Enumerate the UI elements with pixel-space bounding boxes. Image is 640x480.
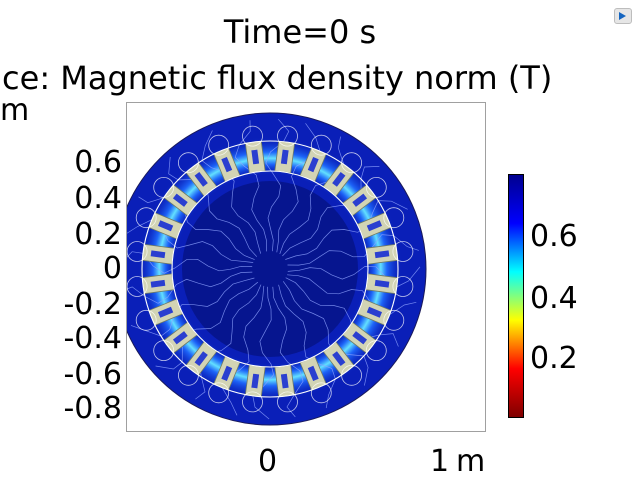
y-tick-label: 0.2	[74, 217, 122, 252]
flux-loop	[310, 134, 332, 156]
x-axis-unit: m	[456, 444, 486, 479]
stator-inner-outline	[141, 140, 399, 398]
y-tick-label: 0.6	[74, 145, 122, 180]
plot-area[interactable]	[126, 102, 486, 432]
flux-loop	[242, 391, 263, 413]
colorbar-tick-label: 0.6	[530, 219, 578, 254]
flux-loop	[127, 241, 148, 262]
flux-loop	[208, 382, 230, 404]
y-tick-label: 0.4	[74, 181, 122, 216]
flux-loop	[383, 309, 405, 331]
flux-loop	[310, 382, 332, 404]
colorbar	[508, 174, 524, 418]
comsol-play-icon[interactable]	[614, 8, 632, 24]
x-tick-label: 0	[258, 444, 278, 479]
y-tick-label: -0.4	[63, 321, 122, 356]
y-tick-label: -0.8	[63, 391, 122, 426]
y-tick-label: -0.2	[63, 287, 122, 322]
flux-loop	[242, 125, 263, 147]
flux-loop	[208, 134, 230, 156]
flux-loop	[135, 207, 157, 229]
magnet-segment	[141, 273, 175, 295]
flux-loop	[277, 391, 298, 413]
rotor-outline	[171, 170, 369, 368]
y-tick-label: 0	[102, 251, 122, 286]
y-tick-label: -0.6	[63, 357, 122, 392]
flux-loop	[383, 207, 405, 229]
plot-subtitle: rface: Magnetic flux density norm (T)	[0, 59, 553, 97]
y-axis-unit: m	[0, 93, 30, 128]
flux-loop	[392, 241, 414, 262]
flux-loop	[277, 125, 298, 147]
flux-density-surface	[127, 112, 427, 426]
flux-loop	[135, 309, 157, 331]
rotor-core	[182, 181, 358, 357]
flux-loop	[392, 276, 414, 297]
plot-title: Time=0 s	[223, 13, 377, 51]
stator-outline	[127, 112, 427, 426]
x-tick-label: 1	[430, 444, 450, 479]
colorbar-tick-label: 0.4	[530, 281, 578, 316]
colorbar-tick-label: 0.2	[530, 341, 578, 376]
flux-loop	[127, 276, 148, 297]
